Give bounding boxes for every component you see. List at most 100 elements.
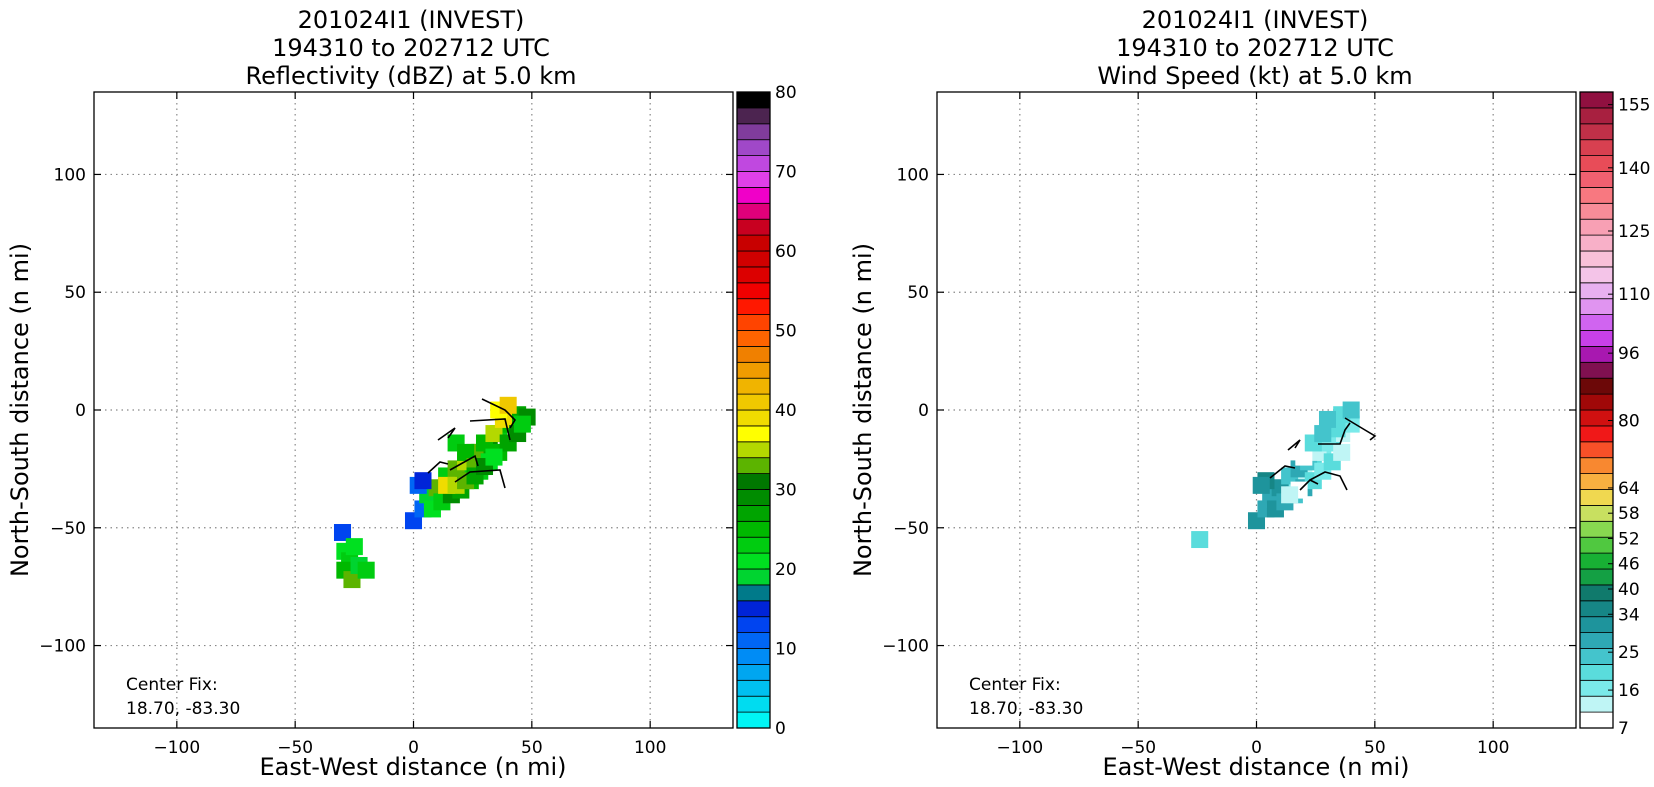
y-tick-label: 0 [918, 401, 929, 421]
colorbar [1579, 91, 1614, 729]
colorbar-tick-label: 25 [1618, 643, 1640, 663]
y-tick-label: −100 [39, 637, 86, 657]
colorbar-segment [736, 345, 771, 363]
colorbar-tick-label: 40 [775, 401, 797, 421]
y-tick-label: 100 [897, 165, 929, 185]
colorbar-segment [1579, 91, 1614, 109]
colorbar-segment [1579, 155, 1614, 172]
colorbar-segment [1579, 441, 1614, 459]
data-cell [1314, 425, 1332, 443]
y-tick-label: −100 [882, 637, 929, 657]
colorbar-segment [1579, 632, 1614, 649]
reflectivity-field [333, 396, 536, 589]
colorbar-tick-label: 155 [1618, 96, 1650, 116]
y-tick-labels: −100 −50 0 50 100 [882, 165, 929, 656]
colorbar-segment [736, 314, 771, 331]
y-tick-label: −50 [893, 519, 929, 539]
wind-barb [469, 418, 511, 441]
colorbar-segment [736, 552, 771, 570]
colorbar-tick-label: 34 [1618, 605, 1640, 625]
chart-title-line-2: 194310 to 202712 UTC [1116, 34, 1394, 62]
center-fix-label: Center Fix: [126, 675, 218, 695]
colorbar-segment [736, 377, 771, 395]
chart-title-line-1: 201024I1 (INVEST) [298, 6, 525, 34]
x-tick-labels: −100 −50 0 50 100 [153, 738, 666, 758]
colorbar-segment [736, 664, 771, 681]
wind-barbs [427, 398, 517, 489]
colorbar-segment [1579, 123, 1614, 141]
colorbar-segment [736, 139, 771, 156]
colorbar [736, 91, 771, 729]
colorbar-segment [1579, 361, 1614, 379]
axis-ticks [937, 92, 1576, 728]
y-axis-label: North-South distance (n mi) [849, 243, 877, 577]
colorbar-segment [736, 234, 771, 252]
colorbar-tick-label: 64 [1618, 479, 1640, 499]
colorbar-segment [1579, 695, 1614, 713]
data-cell [1252, 476, 1270, 494]
colorbar-segment [736, 489, 771, 506]
colorbar-tick-label: 10 [775, 640, 797, 660]
colorbar-segment [736, 425, 771, 443]
y-tick-label: −50 [50, 519, 86, 539]
wind-barbs [1269, 417, 1377, 491]
colorbar-segment [1579, 139, 1614, 156]
colorbar-segment [736, 409, 771, 427]
colorbar-segment [1579, 664, 1614, 681]
x-tick-label: −50 [1120, 738, 1156, 758]
colorbar-segment [736, 648, 771, 665]
colorbar-segment [1579, 234, 1614, 252]
colorbar-tick-label: 70 [775, 163, 797, 183]
colorbar-tick-label: 140 [1618, 159, 1650, 179]
data-cell [485, 425, 503, 443]
colorbar-segment [736, 616, 771, 634]
colorbar-segment [1579, 489, 1614, 506]
colorbar-segment [736, 266, 771, 284]
x-axis-label: East-West distance (n mi) [259, 753, 566, 781]
colorbar-segment [1579, 266, 1614, 284]
colorbar-frame [1579, 91, 1614, 729]
gridlines [937, 92, 1576, 728]
colorbar-tick-label: 80 [775, 83, 797, 103]
colorbar-tick-label: 7 [1618, 719, 1629, 739]
colorbar-segment [736, 393, 771, 411]
colorbar-segment [1579, 552, 1614, 570]
data-cell [513, 415, 531, 433]
colorbar-segment [736, 218, 771, 236]
colorbar-segment [736, 457, 771, 475]
data-cell [457, 443, 475, 461]
colorbar-segment [736, 441, 771, 459]
chart-title-line-3: Reflectivity (dBZ) at 5.0 km [246, 62, 577, 90]
colorbar-segment [736, 330, 771, 347]
data-cell [343, 571, 361, 589]
data-cell [1191, 531, 1209, 549]
y-tick-label: 50 [907, 283, 929, 303]
colorbar-segment [1579, 711, 1614, 729]
x-tick-label: 100 [634, 738, 666, 758]
wind-barb [449, 454, 479, 471]
colorbar-segment [736, 171, 771, 188]
x-tick-label: 0 [1251, 738, 1262, 758]
colorbar-segment [1579, 314, 1614, 331]
colorbar-tick-label: 58 [1618, 504, 1640, 524]
data-cell [414, 472, 432, 490]
data-cell [1333, 443, 1351, 461]
colorbar-segment [1579, 425, 1614, 443]
colorbar-segment [736, 632, 771, 649]
colorbar-tick-label: 16 [1618, 681, 1640, 701]
x-tick-label: 0 [408, 738, 419, 758]
axis-ticks [94, 92, 733, 728]
data-cell [333, 524, 352, 541]
center-fix-label: Center Fix: [969, 675, 1061, 695]
wind-barb [437, 427, 456, 441]
colorbar-segment [736, 473, 771, 490]
colorbar-tick-label: 20 [775, 560, 797, 580]
chart-title-line-3: Wind Speed (kt) at 5.0 km [1097, 62, 1412, 90]
panel-reflectivity: 201024I1 (INVEST) 194310 to 202712 UTC R… [6, 6, 797, 781]
wind-barb [1344, 417, 1377, 441]
colorbar-segment [736, 584, 771, 602]
wind-barb [1287, 439, 1301, 451]
colorbar-segment [1579, 107, 1614, 125]
colorbar-segment [1579, 457, 1614, 475]
colorbar-segment [1579, 393, 1614, 411]
